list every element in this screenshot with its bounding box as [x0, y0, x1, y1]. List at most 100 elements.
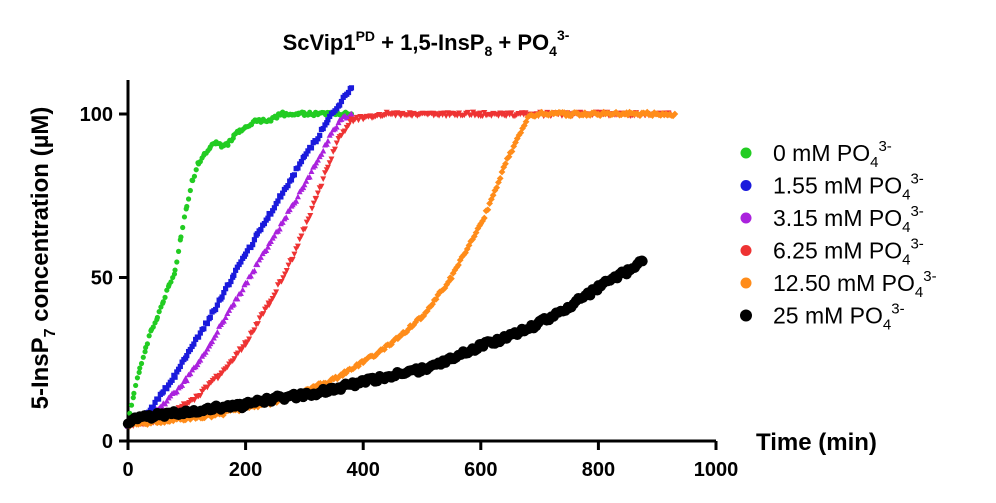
data-point [278, 194, 284, 200]
data-point [324, 137, 331, 144]
data-point [231, 356, 238, 362]
data-point [649, 112, 656, 119]
data-point [171, 271, 178, 277]
data-point [177, 363, 183, 370]
data-point [305, 148, 311, 154]
data-point [162, 400, 169, 407]
data-point [174, 259, 180, 265]
data-point [333, 375, 341, 383]
data-point [169, 377, 175, 383]
data-point [152, 399, 158, 406]
data-point [458, 253, 466, 261]
data-point [212, 332, 219, 338]
data-point [175, 366, 182, 372]
data-point [265, 215, 271, 221]
data-point [250, 242, 256, 248]
data-point [134, 375, 141, 381]
data-point [345, 89, 352, 96]
data-point [311, 162, 318, 169]
data-point [184, 203, 190, 210]
data-point [324, 120, 330, 126]
series-3 [125, 109, 672, 429]
data-point [194, 361, 201, 368]
data-point [294, 243, 301, 250]
axis-ticks: 0 200 400 600 800 1000 0 50 100 [80, 104, 739, 481]
data-point [187, 187, 193, 194]
data-point [508, 148, 516, 155]
data-point [318, 183, 325, 190]
data-point [175, 248, 182, 254]
data-point [288, 177, 295, 183]
data-point [223, 286, 229, 292]
legend-entry-label: 3.15 mM PO43- [773, 203, 924, 236]
data-point [174, 369, 180, 375]
data-point [190, 177, 196, 184]
data-point [286, 206, 293, 213]
data-point [219, 294, 225, 300]
legend-marker [740, 147, 752, 159]
data-point [348, 110, 355, 117]
data-point [238, 259, 244, 265]
data-point [137, 365, 143, 371]
data-point [228, 278, 234, 285]
data-point [131, 390, 137, 396]
data-point [334, 106, 340, 112]
legend-entry-label: 25 mM PO43- [773, 301, 905, 334]
data-point [244, 248, 250, 254]
title-part-sup2: 3- [557, 27, 570, 43]
data-point [432, 295, 440, 303]
data-point [140, 354, 146, 360]
data-point [337, 102, 343, 108]
data-point [237, 290, 244, 297]
data-point [254, 261, 261, 268]
data-point [243, 251, 249, 257]
data-point [469, 236, 476, 243]
data-point [493, 184, 501, 192]
data-point [156, 309, 162, 315]
data-point [168, 279, 174, 285]
data-point [213, 306, 219, 313]
data-point [220, 317, 227, 324]
legend-entry-label: 12.50 mM PO43- [773, 268, 937, 301]
data-point [244, 279, 251, 286]
data-point [251, 237, 258, 243]
data-point [233, 267, 239, 273]
data-point [303, 178, 310, 184]
data-point [266, 302, 273, 309]
x-tick-label: 800 [582, 459, 615, 481]
y-tick-label: 0 [102, 431, 113, 453]
x-tick-label: 0 [122, 459, 133, 481]
data-point [234, 295, 241, 302]
data-point [239, 286, 246, 293]
data-point [303, 151, 309, 157]
data-point [128, 402, 135, 408]
data-point [513, 135, 521, 142]
data-point [187, 346, 193, 353]
data-point [214, 302, 220, 308]
title-part-sup1: PD [356, 28, 375, 44]
data-point [294, 193, 301, 200]
data-point [224, 310, 231, 317]
data-point [470, 109, 477, 116]
data-point [313, 139, 319, 145]
data-point [150, 324, 156, 330]
data-point [449, 269, 457, 277]
data-point [146, 333, 152, 339]
data-point [193, 167, 199, 173]
series-1 [125, 85, 355, 429]
data-point [197, 330, 203, 336]
data-point [271, 232, 278, 239]
data-point [448, 275, 455, 283]
data-point [320, 147, 327, 154]
data-point [225, 142, 231, 148]
data-point [298, 233, 305, 240]
data-point [184, 353, 190, 359]
data-point [285, 262, 292, 269]
data-point [270, 208, 276, 214]
data-point [333, 140, 340, 147]
legend-marker [740, 277, 752, 289]
data-point [320, 176, 327, 183]
data-point [144, 341, 151, 347]
data-point [279, 219, 286, 225]
data-point [172, 374, 178, 380]
